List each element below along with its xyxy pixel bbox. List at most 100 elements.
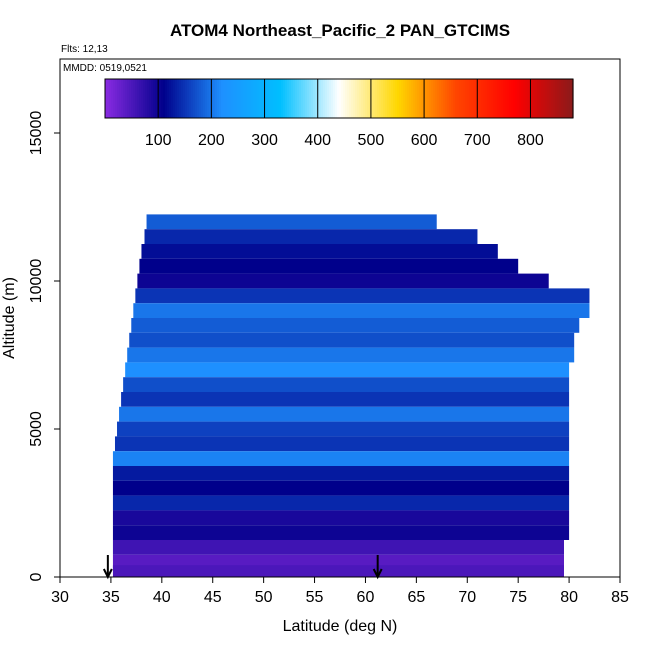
colorbar-swatch (415, 79, 418, 118)
colorbar-swatch (277, 79, 280, 118)
colorbar-swatch (455, 79, 458, 118)
colorbar-swatch (269, 79, 272, 118)
colorbar-swatch (509, 79, 512, 118)
heatmap-cell (139, 258, 519, 274)
colorbar-swatch (253, 79, 256, 118)
colorbar-swatch (161, 79, 164, 118)
colorbar-swatch (527, 79, 530, 118)
colorbar-swatch (375, 79, 378, 118)
colorbar-swatch (189, 79, 192, 118)
colorbar-swatch (333, 79, 336, 118)
colorbar-swatch (403, 79, 406, 118)
colorbar-swatch (105, 79, 108, 118)
colorbar-swatch (365, 79, 368, 118)
colorbar-tick-label: 500 (358, 132, 385, 149)
colorbar-swatch (111, 79, 114, 118)
colorbar-swatch (255, 79, 258, 118)
colorbar-swatch (257, 79, 260, 118)
colorbar-swatch (239, 79, 242, 118)
colorbar-swatch (265, 79, 268, 118)
colorbar-swatch (229, 79, 232, 118)
colorbar-swatch (115, 79, 118, 118)
heatmap-cell (112, 525, 570, 540)
colorbar-swatch (475, 79, 478, 118)
colorbar-swatch (347, 79, 350, 118)
colorbar-swatch (325, 79, 328, 118)
colorbar-swatch (411, 79, 414, 118)
colorbar-swatch (563, 79, 566, 118)
colorbar-swatch (567, 79, 570, 118)
colorbar-swatch (493, 79, 496, 118)
colorbar-swatch (107, 79, 110, 118)
colorbar-swatch (523, 79, 526, 118)
colorbar-frame (104, 78, 574, 119)
colorbar-swatch (557, 79, 560, 118)
x-tick-label: 70 (458, 589, 476, 606)
colorbar-swatch (289, 79, 292, 118)
colorbar: 100 200 300 400 500 600 700 800 (104, 78, 574, 149)
colorbar-swatch (505, 79, 508, 118)
colorbar-swatch (313, 79, 316, 118)
colorbar-swatch (387, 79, 390, 118)
heatmap-cell (112, 480, 570, 496)
colorbar-swatch (171, 79, 174, 118)
colorbar-swatch (565, 79, 568, 118)
colorbar-tick-label: 400 (304, 132, 331, 149)
colorbar-swatch (389, 79, 392, 118)
heatmap-cell (135, 288, 590, 304)
colorbar-swatch (291, 79, 294, 118)
colorbar-swatch (555, 79, 558, 118)
colorbar-swatch (221, 79, 224, 118)
colorbar-swatch (183, 79, 186, 118)
colorbar-tick-label: 100 (145, 132, 172, 149)
colorbar-swatch (297, 79, 300, 118)
colorbar-swatch (421, 79, 424, 118)
colorbar-swatch (315, 79, 318, 118)
colorbar-swatch (511, 79, 514, 118)
colorbar-swatch (561, 79, 564, 118)
colorbar-swatch (405, 79, 408, 118)
colorbar-swatch (249, 79, 252, 118)
colorbar-swatch (199, 79, 202, 118)
colorbar-swatch (381, 79, 384, 118)
colorbar-swatch (231, 79, 234, 118)
colorbar-swatch (355, 79, 358, 118)
colorbar-swatch (237, 79, 240, 118)
colorbar-swatch (193, 79, 196, 118)
colorbar-swatch (213, 79, 216, 118)
colorbar-swatch (479, 79, 482, 118)
dates-label: MMDD: 0519,0521 (63, 63, 147, 74)
x-tick-label: 35 (102, 589, 120, 606)
colorbar-swatch (473, 79, 476, 118)
colorbar-swatch (459, 79, 462, 118)
colorbar-swatch (169, 79, 172, 118)
colorbar-swatch (121, 79, 124, 118)
heatmap-cell (127, 347, 575, 363)
colorbar-swatch (359, 79, 362, 118)
x-tick-label: 75 (509, 589, 527, 606)
heatmap-cell (112, 466, 570, 481)
colorbar-swatch (373, 79, 376, 118)
colorbar-swatch (343, 79, 346, 118)
colorbar-swatch (173, 79, 176, 118)
colorbar-swatch (535, 79, 538, 118)
colorbar-swatch (515, 79, 518, 118)
colorbar-swatch (345, 79, 348, 118)
x-tick-label: 60 (357, 589, 375, 606)
colorbar-swatch (275, 79, 278, 118)
colorbar-swatch (287, 79, 290, 118)
colorbar-swatch (383, 79, 386, 118)
colorbar-swatch (517, 79, 520, 118)
colorbar-swatch (267, 79, 270, 118)
colorbar-swatch (397, 79, 400, 118)
colorbar-swatch (435, 79, 438, 118)
colorbar-swatch (551, 79, 554, 118)
colorbar-swatch (307, 79, 310, 118)
y-tick-label: 15000 (28, 111, 45, 156)
y-tick-label: 5000 (28, 411, 45, 447)
colorbar-swatch (261, 79, 264, 118)
colorbar-swatch (417, 79, 420, 118)
colorbar-swatch (419, 79, 422, 118)
colorbar-swatch (485, 79, 488, 118)
